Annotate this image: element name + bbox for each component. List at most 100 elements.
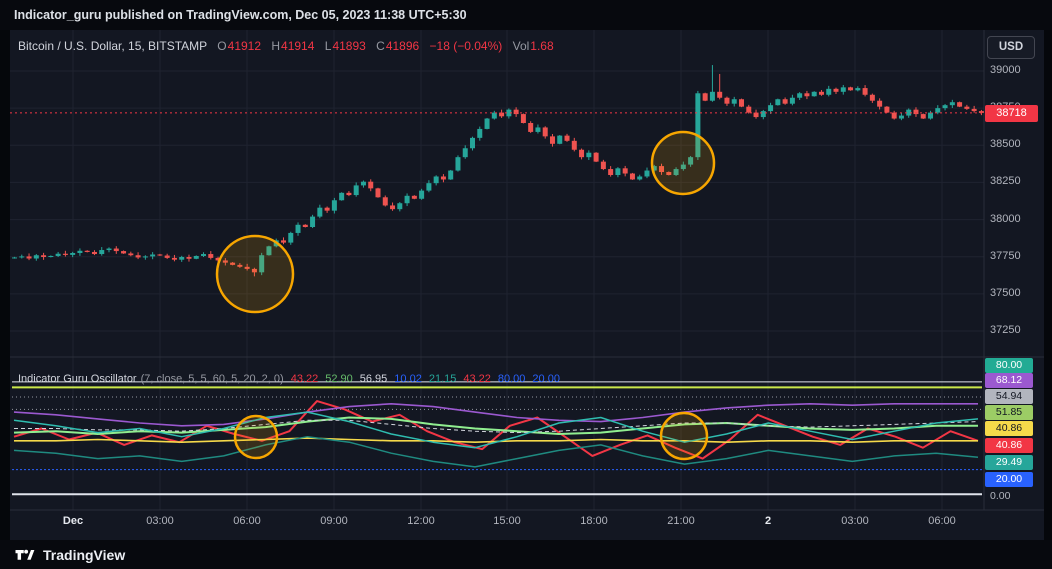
- symbol-title[interactable]: Bitcoin / U.S. Dollar, 15, BITSTAMP: [18, 39, 207, 53]
- time-tick-label: 15:00: [493, 515, 521, 527]
- highlight-circle: [659, 411, 709, 461]
- candle: [455, 157, 461, 171]
- time-tick-label: 06:00: [233, 515, 261, 527]
- candle: [586, 152, 592, 158]
- candle: [360, 181, 366, 186]
- candle: [739, 99, 744, 107]
- tradingview-logo-icon[interactable]: [14, 544, 35, 565]
- highlight-circle: [215, 234, 295, 314]
- candle: [971, 108, 977, 112]
- candle: [644, 170, 650, 177]
- candle: [259, 255, 265, 273]
- candle: [55, 253, 61, 256]
- candle: [651, 166, 657, 171]
- oscillator-line-trend-line: [13, 402, 978, 427]
- candle: [528, 123, 534, 132]
- oscillator-line-stoch-lower: [13, 435, 979, 468]
- candle: [898, 115, 904, 119]
- candle: [397, 203, 403, 210]
- candle: [164, 255, 170, 258]
- candle: [840, 87, 846, 92]
- open-value: 41912: [227, 39, 262, 53]
- time-tick-label: 21:00: [667, 515, 695, 527]
- oscillator-title[interactable]: Indicator Guru Oscillator: [18, 373, 137, 385]
- candle: [789, 97, 795, 104]
- candle: [84, 250, 90, 252]
- candle: [826, 88, 832, 95]
- oscillator-value-badge: 80.00: [985, 357, 1033, 373]
- publish-text: Indicator_guru published on TradingView.…: [14, 8, 467, 22]
- candle: [280, 240, 286, 243]
- candle: [869, 94, 875, 101]
- highlight-circle: [233, 414, 279, 460]
- oscillator-line-smooth-line: [13, 416, 978, 435]
- candle: [121, 251, 127, 254]
- candle: [579, 149, 585, 158]
- candle: [440, 176, 446, 180]
- oscillator-value: 56.95: [359, 373, 388, 385]
- oscillator-value: 20.00: [532, 373, 560, 385]
- publish-banner: Indicator_guru published on TradingView.…: [0, 0, 1052, 30]
- candle: [70, 253, 76, 255]
- candle: [113, 248, 119, 252]
- last-price-badge: 38718: [985, 105, 1038, 122]
- oscillator-line-mid-line: [14, 419, 979, 434]
- candle: [680, 164, 686, 170]
- candle: [928, 112, 934, 119]
- price-tick-label: 37750: [990, 249, 1021, 262]
- candle: [251, 268, 257, 273]
- candle: [760, 111, 766, 118]
- candle: [48, 255, 54, 258]
- candle: [833, 88, 839, 92]
- candle: [179, 257, 185, 260]
- candle: [12, 257, 17, 259]
- candle: [818, 91, 824, 95]
- oscillator-value-badge: 40.86: [985, 437, 1033, 453]
- candle: [477, 128, 483, 138]
- open-label: O: [217, 39, 227, 53]
- candle: [702, 93, 708, 101]
- candle: [324, 207, 330, 211]
- low-value: 41893: [332, 39, 366, 53]
- candle: [746, 106, 752, 113]
- oscillator-value-badge: 51.85: [985, 404, 1033, 420]
- candle: [688, 157, 694, 165]
- candle: [244, 266, 250, 269]
- candle: [91, 251, 97, 255]
- candle: [499, 112, 505, 117]
- close-value: 41896: [385, 39, 420, 53]
- candle: [302, 224, 308, 227]
- candle: [230, 262, 236, 265]
- candle: [942, 105, 948, 109]
- candle: [608, 169, 614, 175]
- candle: [731, 99, 737, 104]
- currency-toggle-button[interactable]: USD: [987, 36, 1035, 59]
- candle: [506, 109, 512, 117]
- candle: [375, 188, 381, 198]
- candle: [62, 253, 68, 255]
- oscillator-value-badge: 20.00: [985, 471, 1033, 487]
- candle: [782, 99, 788, 104]
- candle: [673, 169, 679, 175]
- candle: [957, 102, 963, 107]
- candle: [295, 224, 301, 233]
- candle: [768, 105, 774, 112]
- candle: [542, 127, 548, 137]
- time-tick-label: 18:00: [580, 515, 608, 527]
- chart-canvas[interactable]: [10, 30, 1044, 540]
- time-tick-label: 12:00: [407, 515, 435, 527]
- candle: [186, 257, 192, 259]
- low-label: L: [324, 39, 332, 53]
- candle: [920, 114, 926, 119]
- oscillator-header[interactable]: Indicator Guru Oscillator (7, close, 5, 5…: [18, 373, 560, 385]
- oscillator-value: 80.00: [497, 373, 526, 385]
- brand-name[interactable]: TradingView: [43, 546, 126, 563]
- candle: [193, 255, 199, 259]
- symbol-header[interactable]: Bitcoin / U.S. Dollar, 15, BITSTAMP O419…: [18, 39, 554, 53]
- candle: [310, 216, 316, 227]
- oscillator-values: 43.22 52.90 56.95 10.02 21.15 43.22 80.00 20.00: [284, 373, 560, 385]
- candle: [419, 190, 425, 199]
- candlestick-series: [12, 65, 984, 277]
- close-label: C: [376, 39, 385, 53]
